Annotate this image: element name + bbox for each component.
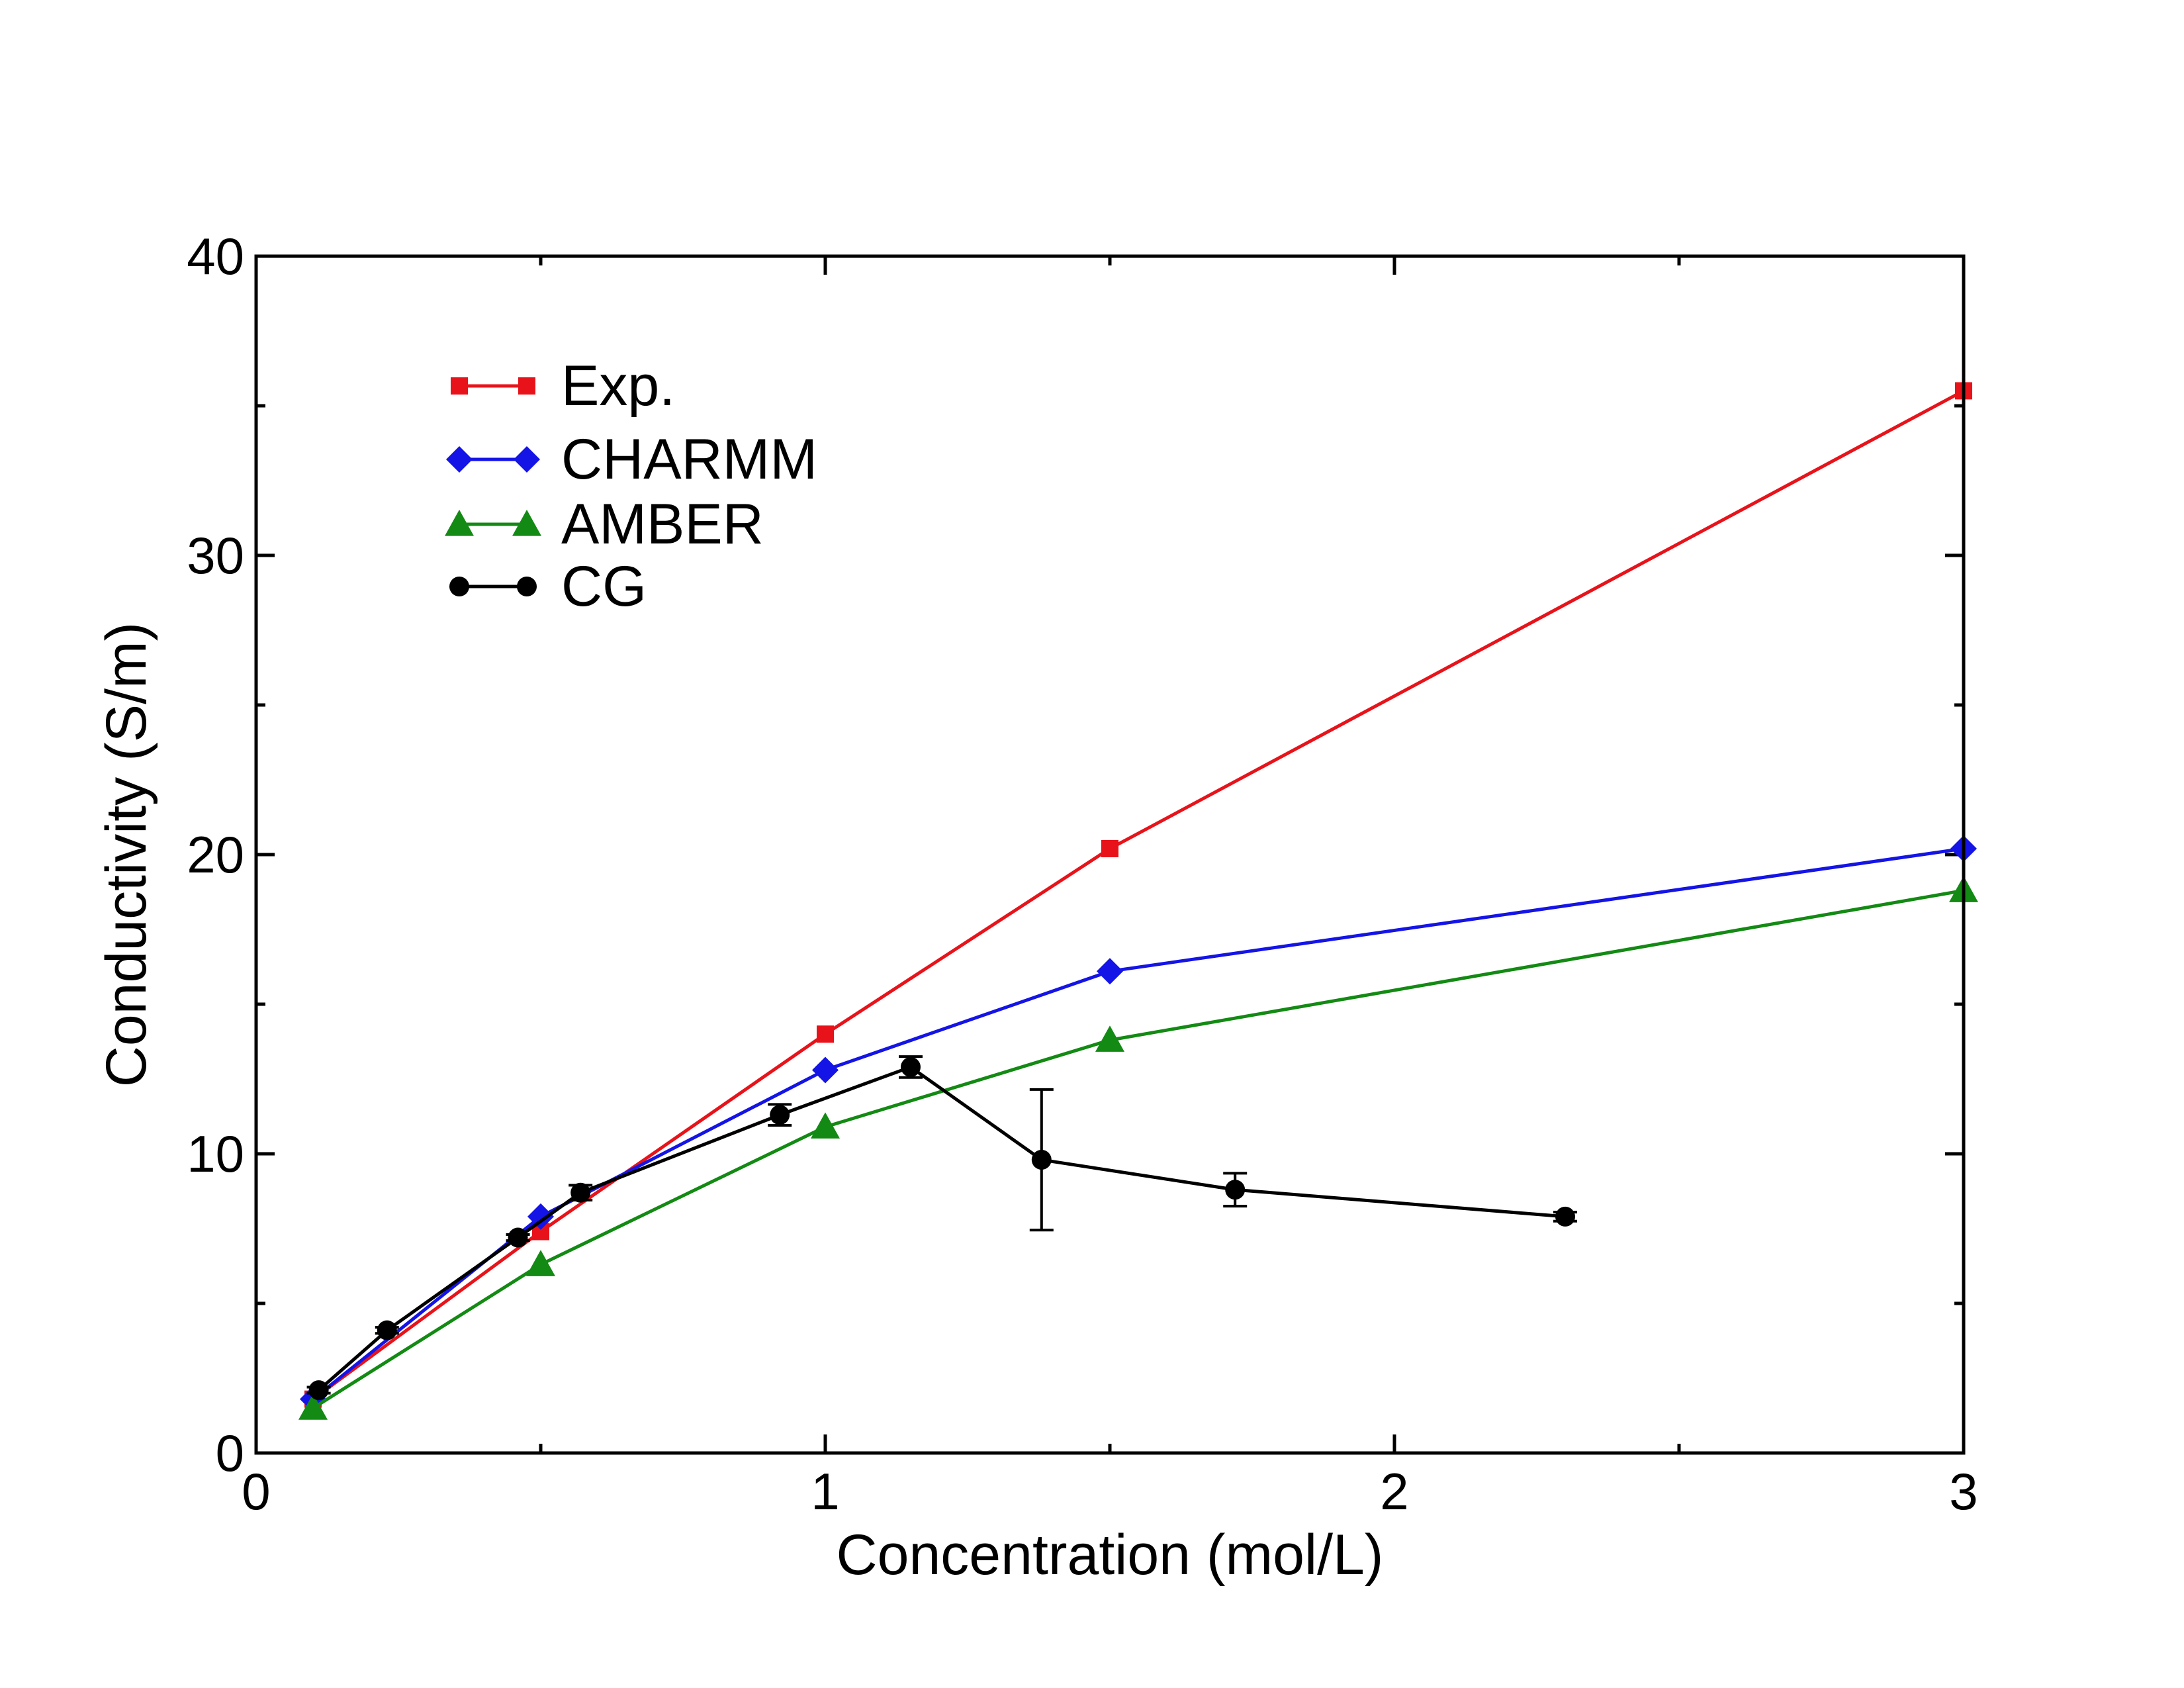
data-point-cg — [1225, 1180, 1246, 1200]
y-tick-label: 40 — [187, 227, 244, 285]
data-point-cg — [508, 1227, 528, 1248]
data-point-exp — [1101, 839, 1118, 857]
legend-label-cg: CG — [561, 555, 647, 618]
legend-entry-cg: CG — [449, 555, 647, 618]
y-axis-label: Conductivity (S/m) — [95, 622, 158, 1088]
series-charmm — [300, 835, 1977, 1413]
data-point-cg — [770, 1105, 790, 1125]
y-tick-label: 30 — [187, 526, 244, 585]
data-point-cg — [1555, 1206, 1575, 1227]
series-exp — [304, 382, 1972, 1408]
legend-marker-amber — [512, 510, 541, 536]
data-point-cg — [1031, 1150, 1052, 1170]
x-tick-label: 0 — [242, 1462, 270, 1521]
data-point-cg — [377, 1320, 397, 1340]
data-point-amber — [1095, 1025, 1124, 1052]
plot-frame — [254, 254, 1966, 1455]
x-tick-label: 1 — [811, 1462, 839, 1521]
data-point-amber — [811, 1112, 840, 1139]
data-point-cg — [308, 1380, 329, 1401]
data-point-charmm — [1097, 958, 1123, 985]
x-tick-label: 3 — [1949, 1462, 1978, 1521]
legend-label-charmm: CHARMM — [561, 428, 817, 491]
data-point-cg — [901, 1056, 921, 1077]
series-cg — [306, 1055, 1577, 1401]
data-point-amber — [526, 1250, 555, 1276]
x-tick-label: 2 — [1380, 1462, 1408, 1521]
series-amber — [298, 876, 1978, 1420]
legend-marker-amber — [445, 510, 474, 536]
data-point-charmm — [812, 1056, 839, 1084]
y-tick-label: 0 — [216, 1424, 244, 1482]
x-axis-label: Concentration (mol/L) — [837, 1523, 1384, 1587]
legend-entry-amber: AMBER — [445, 492, 764, 556]
data-point-amber — [298, 1393, 328, 1420]
legend-entry-exp: Exp. — [451, 354, 675, 418]
legend-marker-exp — [451, 377, 468, 395]
data-point-charmm — [527, 1203, 554, 1230]
data-point-cg — [570, 1182, 591, 1203]
legend-marker-exp — [518, 377, 535, 395]
series-layer — [298, 382, 1978, 1420]
legend-label-exp: Exp. — [561, 354, 675, 418]
legend-label-amber: AMBER — [561, 492, 764, 556]
legend-marker-cg — [517, 577, 537, 596]
y-tick-label: 20 — [187, 825, 244, 884]
series-line-charmm — [312, 847, 1964, 1401]
data-point-exp — [817, 1025, 834, 1043]
legend-marker-cg — [449, 577, 469, 596]
series-line-cg — [317, 1065, 1566, 1391]
legend-marker-charmm — [514, 446, 540, 473]
legend-entry-charmm: CHARMM — [446, 428, 817, 491]
y-tick-label: 10 — [187, 1125, 244, 1183]
legend-marker-charmm — [446, 446, 473, 473]
